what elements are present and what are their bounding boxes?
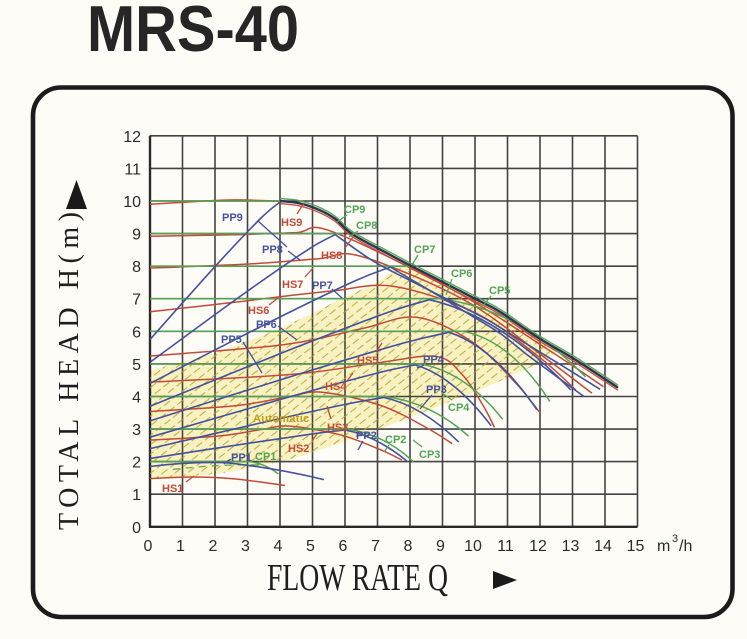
svg-text:CP2: CP2 — [385, 434, 406, 446]
svg-text:8: 8 — [132, 259, 141, 276]
svg-text:MRS-40: MRS-40 — [87, 0, 299, 65]
svg-text:4: 4 — [132, 390, 141, 407]
svg-text:8: 8 — [404, 538, 413, 555]
svg-text:0: 0 — [144, 538, 153, 555]
svg-text:HS7: HS7 — [282, 279, 303, 291]
svg-text:3: 3 — [132, 422, 141, 439]
svg-text:HS1: HS1 — [162, 483, 183, 495]
svg-text:CP9: CP9 — [344, 204, 365, 216]
svg-text:13: 13 — [562, 538, 580, 555]
svg-text:CP7: CP7 — [414, 244, 435, 256]
svg-text:CP3: CP3 — [419, 449, 440, 461]
svg-text:1: 1 — [176, 538, 185, 555]
svg-text:10: 10 — [123, 194, 141, 211]
svg-text:PP9: PP9 — [222, 212, 243, 224]
svg-text:2: 2 — [209, 538, 218, 555]
svg-text:CP8: CP8 — [356, 220, 377, 232]
svg-text:6: 6 — [132, 324, 141, 341]
svg-text:6: 6 — [339, 538, 348, 555]
svg-text:10: 10 — [464, 538, 482, 555]
svg-text:HS6: HS6 — [248, 305, 269, 317]
svg-text:PP6: PP6 — [256, 319, 277, 331]
svg-text:3: 3 — [672, 533, 678, 545]
svg-text:9: 9 — [132, 227, 141, 244]
svg-text:12: 12 — [123, 129, 141, 146]
svg-text:CP1: CP1 — [255, 451, 276, 463]
svg-text:PP2: PP2 — [356, 430, 377, 442]
svg-text:TOTAL HEAD H(m): TOTAL HEAD H(m) — [54, 212, 85, 530]
svg-text:HS9: HS9 — [281, 217, 302, 229]
svg-text:9: 9 — [436, 538, 445, 555]
svg-text:PP1: PP1 — [231, 452, 252, 464]
svg-text:7: 7 — [132, 292, 141, 309]
svg-text:11: 11 — [497, 538, 514, 555]
svg-text:HS8: HS8 — [321, 250, 342, 262]
svg-text:PP3: PP3 — [426, 384, 447, 396]
svg-text:PP7: PP7 — [312, 280, 333, 292]
svg-text:HS4: HS4 — [325, 381, 347, 393]
svg-text:CP6: CP6 — [451, 268, 472, 280]
svg-text:Automatic: Automatic — [253, 413, 309, 425]
svg-text:5: 5 — [306, 538, 315, 555]
svg-text:11: 11 — [124, 161, 141, 178]
svg-text:5: 5 — [132, 357, 141, 374]
svg-text:12: 12 — [529, 538, 547, 555]
svg-text:PP4: PP4 — [423, 354, 445, 366]
svg-text:/h: /h — [679, 538, 692, 555]
svg-text:14: 14 — [594, 538, 612, 555]
svg-text:CP4: CP4 — [448, 402, 470, 414]
svg-text:2: 2 — [132, 455, 141, 472]
svg-text:HS5: HS5 — [357, 355, 378, 367]
svg-text:m: m — [657, 538, 670, 555]
svg-text:0: 0 — [132, 520, 141, 537]
svg-text:PP5: PP5 — [221, 334, 242, 346]
svg-text:1: 1 — [132, 487, 141, 504]
svg-text:3: 3 — [241, 538, 250, 555]
svg-text:HS2: HS2 — [288, 443, 309, 455]
svg-text:FLOW RATE Q: FLOW RATE Q — [267, 557, 448, 599]
svg-text:CP5: CP5 — [489, 285, 510, 297]
svg-text:4: 4 — [274, 538, 283, 555]
svg-text:HS3: HS3 — [327, 422, 348, 434]
svg-text:PP8: PP8 — [262, 244, 283, 256]
svg-text:7: 7 — [371, 538, 380, 555]
svg-text:15: 15 — [627, 538, 645, 555]
